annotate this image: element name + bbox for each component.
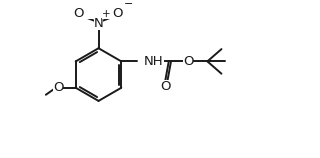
Text: NH: NH (144, 55, 164, 68)
Text: O: O (73, 7, 84, 21)
Text: O: O (160, 80, 171, 93)
Text: −: − (124, 0, 133, 9)
Text: N: N (94, 17, 103, 30)
Text: +: + (102, 9, 111, 19)
Text: O: O (183, 55, 193, 68)
Text: O: O (53, 81, 63, 94)
Text: O: O (113, 7, 123, 21)
